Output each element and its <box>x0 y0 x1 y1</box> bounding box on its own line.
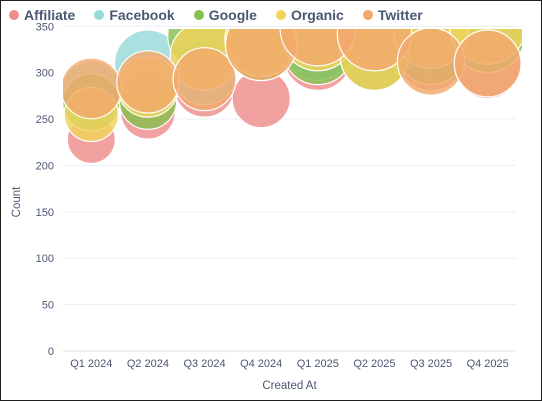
x-tick-label: Q4 2025 <box>467 358 509 370</box>
x-tick-label: Q2 2025 <box>353 358 395 370</box>
legend-item-google[interactable]: Google <box>193 7 257 23</box>
bubble-twitter[interactable] <box>61 57 123 120</box>
y-tick-label: 100 <box>36 253 54 265</box>
bubbles-group <box>61 1 522 165</box>
legend-label: Facebook <box>109 7 175 23</box>
legend-swatch <box>94 10 105 20</box>
legend-item-facebook[interactable]: Facebook <box>94 7 175 23</box>
y-tick-label: 50 <box>42 300 54 312</box>
legend-swatch <box>9 10 19 20</box>
y-tick-label: 0 <box>48 346 54 358</box>
bubble-twitter[interactable] <box>172 47 237 112</box>
x-tick-label: Q3 2025 <box>410 358 452 370</box>
y-axis-title: Count <box>11 186 23 217</box>
y-tick-label: 300 <box>36 68 54 80</box>
legend-label: Affiliate <box>24 7 76 23</box>
legend-swatch <box>275 10 286 20</box>
legend-swatch <box>193 10 204 20</box>
x-tick-label: Q2 2024 <box>127 358 169 370</box>
legend-label: Twitter <box>377 7 423 23</box>
bubble-twitter[interactable] <box>116 50 180 114</box>
x-tick-label: Q3 2024 <box>183 358 225 370</box>
bubble-twitter[interactable] <box>279 1 357 67</box>
y-tick-label: 200 <box>36 160 54 172</box>
legend-item-twitter[interactable]: Twitter <box>362 7 423 23</box>
legend-label: Google <box>208 7 257 23</box>
x-tick-label: Q1 2025 <box>297 358 339 370</box>
legend-label: Organic <box>290 7 344 23</box>
x-tick-label: Q4 2024 <box>240 358 282 370</box>
legend-item-affiliate[interactable]: Affiliate <box>9 7 75 23</box>
bubble-twitter[interactable] <box>453 29 522 98</box>
chart-legend: Affiliate Facebook Google Organic Twitter <box>9 6 442 24</box>
x-axis-title: Created At <box>262 380 317 392</box>
legend-item-organic[interactable]: Organic <box>275 7 344 23</box>
y-tick-label: 350 <box>36 21 54 33</box>
x-tick-label: Q1 2024 <box>70 358 112 370</box>
y-tick-label: 150 <box>36 207 54 219</box>
y-tick-label: 250 <box>36 114 54 126</box>
legend-swatch <box>362 10 373 20</box>
